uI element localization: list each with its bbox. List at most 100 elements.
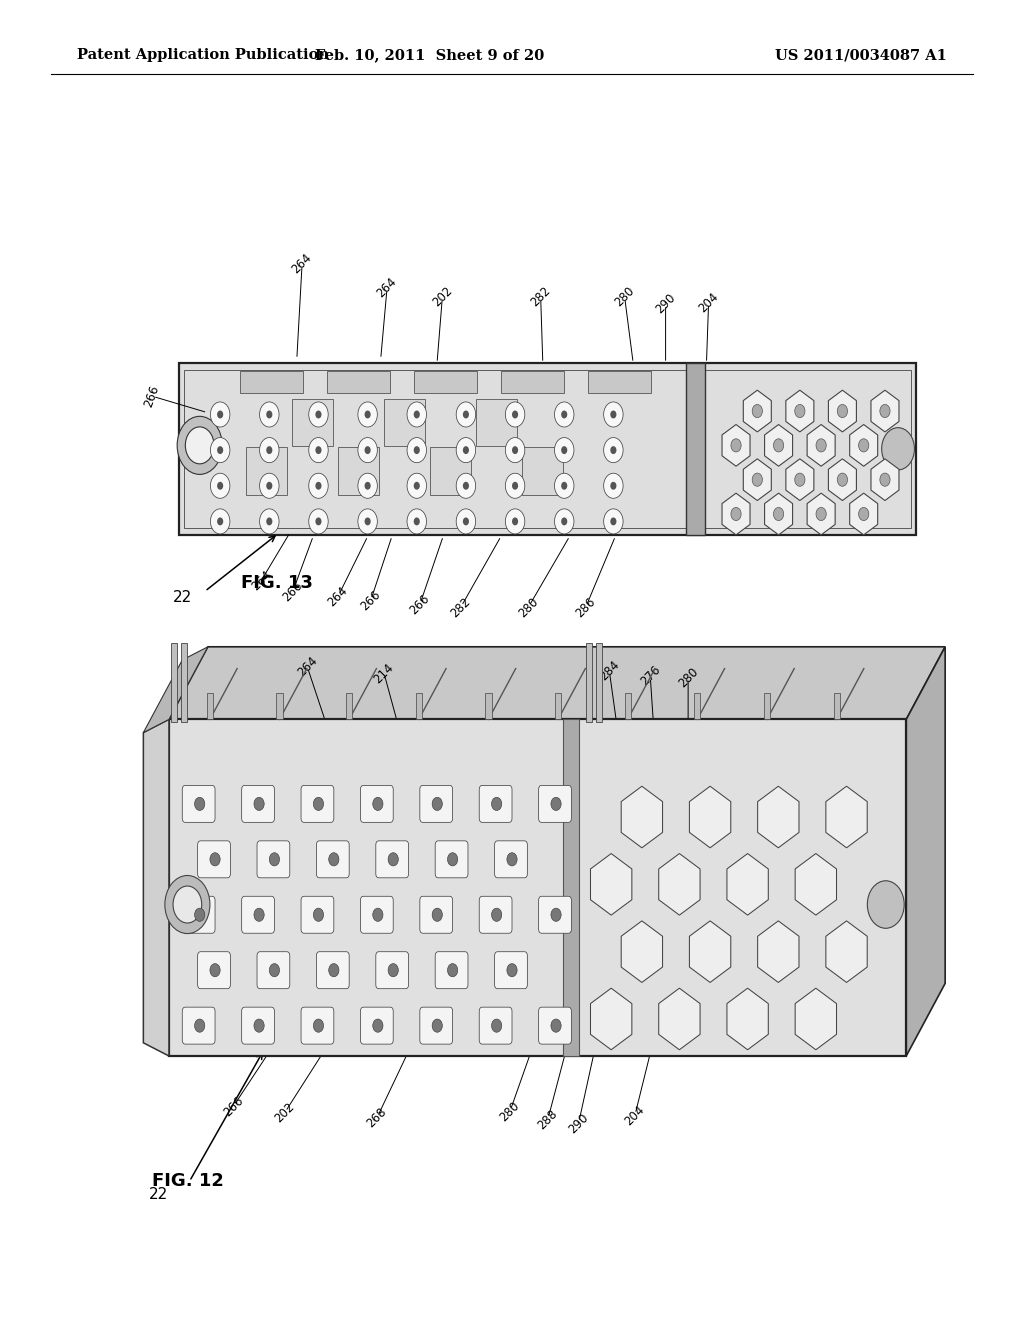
Circle shape <box>408 474 427 498</box>
Circle shape <box>388 964 398 977</box>
Circle shape <box>211 510 229 533</box>
Circle shape <box>456 437 475 462</box>
Circle shape <box>313 908 324 921</box>
Text: 280: 280 <box>498 1100 522 1123</box>
Text: 266: 266 <box>281 578 305 605</box>
Text: 264: 264 <box>290 251 314 277</box>
Text: 266: 266 <box>408 591 432 618</box>
Circle shape <box>313 1019 324 1032</box>
FancyBboxPatch shape <box>420 1007 453 1044</box>
Circle shape <box>365 517 371 525</box>
Circle shape <box>254 1019 264 1032</box>
Bar <box>276 693 283 719</box>
Circle shape <box>838 404 848 417</box>
Circle shape <box>551 797 561 810</box>
FancyBboxPatch shape <box>360 1007 393 1044</box>
Circle shape <box>456 510 475 533</box>
Circle shape <box>266 411 272 418</box>
FancyBboxPatch shape <box>316 952 349 989</box>
FancyBboxPatch shape <box>522 447 563 495</box>
Circle shape <box>414 482 420 490</box>
Bar <box>563 719 579 1056</box>
FancyBboxPatch shape <box>242 1007 274 1044</box>
Bar <box>694 693 700 719</box>
Bar <box>346 693 352 719</box>
Circle shape <box>329 964 339 977</box>
Circle shape <box>816 507 826 520</box>
Circle shape <box>838 473 848 486</box>
Circle shape <box>260 401 279 428</box>
Text: 280: 280 <box>676 665 700 689</box>
FancyBboxPatch shape <box>242 785 274 822</box>
Circle shape <box>512 482 518 490</box>
FancyBboxPatch shape <box>539 896 571 933</box>
Polygon shape <box>169 647 945 719</box>
FancyBboxPatch shape <box>242 896 274 933</box>
Circle shape <box>610 446 616 454</box>
Circle shape <box>365 482 371 490</box>
Circle shape <box>492 908 502 921</box>
Circle shape <box>432 797 442 810</box>
Circle shape <box>266 446 272 454</box>
Circle shape <box>388 853 398 866</box>
Circle shape <box>604 510 623 533</box>
Circle shape <box>414 517 420 525</box>
FancyBboxPatch shape <box>182 1007 215 1044</box>
FancyBboxPatch shape <box>257 952 290 989</box>
Circle shape <box>210 964 220 977</box>
Text: 280: 280 <box>612 285 637 309</box>
FancyBboxPatch shape <box>301 896 334 933</box>
Circle shape <box>506 401 524 428</box>
Circle shape <box>329 853 339 866</box>
Circle shape <box>463 482 469 490</box>
Circle shape <box>610 411 616 418</box>
Circle shape <box>269 853 280 866</box>
FancyBboxPatch shape <box>198 952 230 989</box>
Circle shape <box>373 797 383 810</box>
Text: 264: 264 <box>249 568 273 594</box>
Text: 22: 22 <box>150 1187 168 1203</box>
FancyBboxPatch shape <box>338 447 379 495</box>
Text: 288: 288 <box>536 1107 560 1131</box>
Circle shape <box>773 507 783 520</box>
Circle shape <box>260 474 279 498</box>
Circle shape <box>773 438 783 451</box>
Bar <box>416 693 422 719</box>
Polygon shape <box>143 719 169 1056</box>
Circle shape <box>432 1019 442 1032</box>
Circle shape <box>254 797 264 810</box>
Circle shape <box>858 507 868 520</box>
Circle shape <box>254 908 264 921</box>
FancyBboxPatch shape <box>246 447 287 495</box>
Text: 22: 22 <box>173 590 191 606</box>
Circle shape <box>880 404 890 417</box>
Bar <box>764 693 770 719</box>
Bar <box>485 693 492 719</box>
FancyBboxPatch shape <box>198 841 230 878</box>
Circle shape <box>408 510 427 533</box>
Circle shape <box>731 438 741 451</box>
Circle shape <box>432 908 442 921</box>
Circle shape <box>309 510 328 533</box>
Circle shape <box>211 474 229 498</box>
Circle shape <box>551 1019 561 1032</box>
Text: 268: 268 <box>365 1106 389 1130</box>
Circle shape <box>414 411 420 418</box>
Text: 202: 202 <box>430 285 455 309</box>
Circle shape <box>173 886 202 923</box>
Text: FIG. 12: FIG. 12 <box>152 1172 223 1191</box>
Text: 264: 264 <box>295 653 319 680</box>
Circle shape <box>365 446 371 454</box>
Circle shape <box>604 437 623 462</box>
FancyBboxPatch shape <box>476 399 517 446</box>
Bar <box>207 693 213 719</box>
Text: US 2011/0034087 A1: US 2011/0034087 A1 <box>775 49 947 62</box>
Circle shape <box>165 875 210 933</box>
Circle shape <box>309 401 328 428</box>
Circle shape <box>195 908 205 921</box>
Circle shape <box>309 474 328 498</box>
Circle shape <box>266 482 272 490</box>
Bar <box>625 693 631 719</box>
Circle shape <box>555 401 573 428</box>
Circle shape <box>507 853 517 866</box>
